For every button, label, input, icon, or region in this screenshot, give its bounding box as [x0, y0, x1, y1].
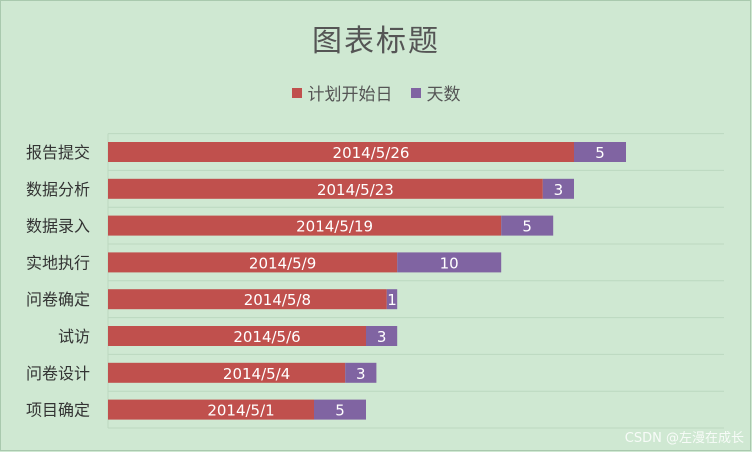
bar-start-date [108, 362, 346, 383]
bar-start-date [108, 142, 574, 162]
legend-label-days: 天数 [426, 85, 461, 105]
data-label-start-date: 2014/5/6 [233, 328, 300, 346]
bar-days [542, 178, 574, 199]
data-label-days: 1 [387, 291, 397, 309]
legend-item-days: 天数 [410, 80, 461, 105]
data-label-days: 3 [377, 328, 387, 346]
legend-swatch-start-date [291, 87, 302, 98]
data-label-start-date: 2014/5/26 [333, 144, 410, 162]
bar-start-date [108, 326, 366, 346]
legend-swatch-days [410, 87, 421, 98]
bar-start-date [108, 399, 314, 420]
data-label-days: 3 [356, 365, 366, 383]
category-label: 试访 [58, 327, 90, 346]
bar-start-date [108, 215, 502, 236]
bar-days [366, 326, 398, 346]
legend: 计划开始日 天数 [0, 80, 752, 105]
data-label-start-date: 2014/5/19 [296, 218, 373, 236]
bar-start-date [108, 289, 387, 310]
bar-days [314, 399, 366, 420]
data-label-days: 3 [554, 181, 564, 199]
data-label-start-date: 2014/5/9 [249, 254, 316, 272]
category-label: 数据录入 [26, 217, 90, 236]
bar-start-date [108, 178, 543, 199]
category-label: 问卷设计 [26, 364, 90, 383]
bar-days [501, 215, 554, 236]
category-label: 项目确定 [26, 401, 90, 420]
legend-label-start-date: 计划开始日 [307, 85, 393, 105]
category-label: 问卷确定 [26, 290, 90, 309]
data-label-start-date: 2014/5/23 [317, 181, 394, 199]
data-label-start-date: 2014/5/8 [244, 291, 311, 309]
data-label-start-date: 2014/5/4 [223, 365, 290, 383]
bar-days [397, 252, 502, 273]
data-label-days: 5 [595, 144, 605, 162]
bar-days [574, 142, 626, 162]
legend-item-start-date: 计划开始日 [291, 80, 393, 105]
category-label: 实地执行 [26, 253, 90, 272]
chart-title: 图表标题 [312, 24, 440, 59]
data-label-start-date: 2014/5/1 [207, 402, 274, 420]
watermark: CSDN @左漫在成长 [624, 431, 744, 446]
bar-days [386, 289, 398, 310]
bar-start-date [108, 252, 398, 273]
data-label-days: 5 [522, 218, 532, 236]
data-label-days: 5 [335, 402, 345, 420]
bar-days [345, 362, 377, 383]
data-label-days: 10 [440, 254, 459, 272]
category-label: 数据分析 [26, 180, 90, 199]
category-label: 报告提交 [26, 143, 90, 162]
